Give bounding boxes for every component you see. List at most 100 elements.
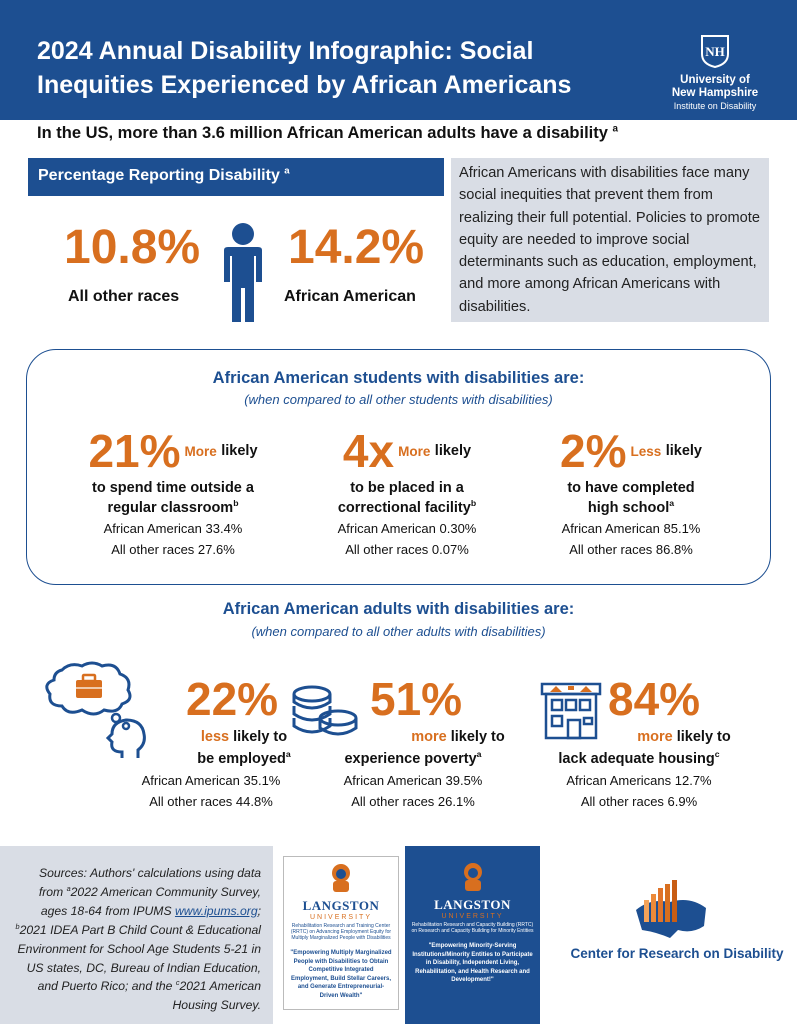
- stat-modifier-rest: likely: [221, 443, 258, 459]
- langston-name: LANGSTON: [302, 898, 380, 913]
- stat-desc-line1: to be placed in a: [350, 480, 464, 496]
- stat-other-value: All other races 0.07%: [345, 542, 469, 557]
- stat-number: 2%: [560, 425, 627, 477]
- stat-other-value: All other races 26.1%: [351, 794, 475, 809]
- unh-name-line2: New Hampshire: [671, 87, 759, 99]
- stat-modifier: More: [398, 443, 431, 459]
- crd-logo-area: Center for Research on Disability: [540, 846, 797, 1024]
- langston-name: LANGSTON: [434, 897, 511, 912]
- source-note-b: b: [15, 921, 20, 931]
- source-b-text: 2021 IDEA Part B Child Count & Education…: [17, 922, 261, 994]
- source-note-c: c: [175, 978, 180, 988]
- stat-other-value: All other races 86.8%: [569, 542, 693, 557]
- adults-subtitle: (when compared to all other adults with …: [251, 624, 546, 639]
- stat-modifier-rest: likely: [434, 443, 472, 459]
- stat-note: a: [285, 749, 291, 760]
- students-panel: [26, 349, 771, 585]
- stat-aa-value: African American 35.1%: [141, 773, 281, 788]
- stat-note: c: [714, 749, 720, 760]
- stat-number: 22%: [186, 673, 279, 725]
- sources-text: Sources: Authors' calculations using dat…: [0, 846, 273, 1024]
- subhead: In the US, more than 3.6 million African…: [37, 124, 618, 143]
- stat-modifier: more: [637, 729, 673, 745]
- students-subtitle: (when compared to all other students wit…: [244, 392, 553, 407]
- langston-logo-employment: LANGSTON UNIVERSITY Rehabilitation Resea…: [283, 856, 399, 1010]
- subhead-note: a: [612, 123, 619, 135]
- intro-text-box: African Americans with disabilities face…: [451, 158, 769, 322]
- source-note-a: a: [66, 883, 71, 893]
- stat-desc-line1: to spend time outside a: [92, 480, 254, 496]
- stat-number: 4x: [342, 425, 395, 477]
- stat-aa-value: African American 0.30%: [337, 521, 477, 536]
- page-title: 2024 Annual Disability Infographic: Soci…: [37, 37, 572, 99]
- sources-intro: Sources: Authors' calculations using dat…: [38, 866, 261, 899]
- stat-other-value: All other races 27.6%: [111, 542, 235, 557]
- subhead-text: In the US, more than 3.6 million African…: [37, 124, 608, 142]
- stat-note: a: [476, 749, 482, 760]
- stat-other-races-value: 10.8%: [64, 221, 201, 274]
- ipums-link[interactable]: www.ipums.org: [174, 903, 258, 918]
- unh-institute: Institute on Disability: [673, 101, 757, 111]
- stat-number: 84%: [608, 673, 701, 725]
- stat-desc-line2: experience poverty: [344, 751, 477, 767]
- lion-icon: [463, 863, 482, 891]
- lion-icon: [332, 864, 350, 892]
- source-sep: ;: [257, 903, 261, 918]
- source-c-text: 2021 American Housing Survey.: [172, 979, 261, 1013]
- adult-stat-employment: 22% less likely to be employeda African …: [86, 672, 336, 812]
- stat-desc-line2: regular classroom: [107, 500, 234, 516]
- stat-african-american-value: 14.2%: [288, 221, 425, 274]
- stat-number: 51%: [370, 673, 463, 725]
- stat-modifier: less: [200, 729, 230, 745]
- adult-stat-housing: 84% more likely to lack adequate housing…: [514, 672, 764, 812]
- stat-other-races-label: All other races: [68, 288, 180, 305]
- stat-other-value: All other races 44.8%: [149, 794, 273, 809]
- stat-african-american-label: African American: [284, 288, 416, 305]
- stat-aa-value: African American 33.4%: [103, 521, 243, 536]
- stat-desc-line2: be employed: [197, 751, 286, 767]
- langston-quote: "Empowering Multiply Marginalized People…: [290, 950, 392, 999]
- langston-logo-research: LANGSTON UNIVERSITY Rehabilitation Resea…: [405, 846, 540, 1024]
- stat-modifier-rest: likely: [665, 443, 702, 459]
- stat-modifier-rest: likely to: [233, 729, 288, 745]
- percentage-banner: Percentage Reporting Disability a: [28, 158, 444, 196]
- stat-modifier: Less: [630, 443, 662, 459]
- stat-modifier-rest: likely to: [676, 729, 731, 745]
- stat-desc-line1: to have completed: [567, 480, 695, 496]
- stat-desc-line2: high school: [587, 500, 670, 516]
- stat-desc-line2: correctional facility: [337, 500, 471, 516]
- langston-center: Rehabilitation Research and Capacity Bui…: [411, 922, 534, 934]
- stat-modifier-rest: likely to: [450, 729, 505, 745]
- student-stat-correctional: 4x More likely to be placed in a correcti…: [282, 424, 532, 560]
- langston-university: UNIVERSITY: [441, 913, 504, 920]
- stat-other-value: All other races 6.9%: [580, 794, 698, 809]
- student-stat-high-school: 2% Less likely to have completed high sch…: [506, 424, 756, 560]
- stat-aa-value: African American 39.5%: [343, 773, 483, 788]
- stat-desc-line2: lack adequate housing: [558, 751, 715, 767]
- percentage-banner-label: Percentage Reporting Disability: [38, 167, 280, 184]
- employment-thought-icon: [45, 661, 146, 758]
- stat-aa-value: African American 85.1%: [561, 521, 701, 536]
- crd-name: Center for Research on Disability: [570, 946, 784, 961]
- unh-shield-icon: NH: [701, 35, 729, 68]
- student-stat-classroom: 21% More likely to spend time outside a r…: [48, 424, 298, 560]
- stat-note: b: [233, 498, 239, 509]
- stat-number: 21%: [88, 425, 181, 477]
- coins-icon: [292, 685, 358, 736]
- langston-university: UNIVERSITY: [309, 914, 372, 921]
- percentage-banner-note: a: [284, 165, 290, 177]
- person-icon: [224, 223, 262, 322]
- stat-note: a: [669, 498, 675, 509]
- stat-modifier: more: [411, 729, 447, 745]
- unh-logo: NH University of New Hampshire Institute…: [660, 34, 770, 112]
- adults-title: African American adults with disabilitie…: [222, 600, 575, 618]
- header-banner: 2024 Annual Disability Infographic: Soci…: [0, 0, 797, 120]
- house-icon: [540, 682, 602, 740]
- stat-modifier: More: [184, 443, 217, 459]
- stat-aa-value: African Americans 12.7%: [566, 773, 712, 788]
- source-a-text: 2022 American Community Survey, ages 18-…: [40, 884, 261, 918]
- students-title: African American students with disabilit…: [212, 369, 585, 387]
- unh-name-line1: University of: [680, 74, 750, 86]
- langston-quote: "Empowering Minority-Serving Institution…: [412, 943, 533, 983]
- crd-logo-icon: [636, 880, 706, 938]
